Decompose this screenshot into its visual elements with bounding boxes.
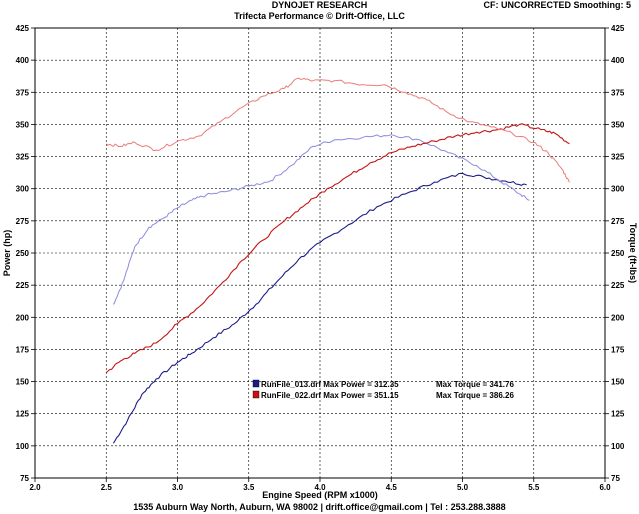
y-tick-label-left: 100 [16,442,30,451]
legend-torque-label: Max Torque = 341.76 [436,380,514,389]
y-tick-label-left: 400 [16,56,30,65]
x-tick-label: 5.5 [528,483,540,492]
y-tick-label-left: 200 [16,313,30,322]
y-tick-label-left: 175 [16,345,30,354]
x-tick-label: 4.5 [386,483,398,492]
y-tick-label-left: 150 [16,378,30,387]
y-tick-label-left: 275 [16,217,30,226]
y-tick-label-right: 275 [611,217,625,226]
correction-factor-label: CF: UNCORRECTED Smoothing: 5 [483,0,632,10]
legend-swatch [252,390,260,399]
x-tick-label: 4.0 [314,483,326,492]
x-tick-label: 2.0 [29,483,41,492]
y-tick-label-right: 150 [611,378,625,387]
y-tick-label-left: 75 [20,474,29,483]
y-tick-label-right: 200 [611,313,625,322]
y-tick-label-right: 375 [611,88,625,97]
y-tick-label-left: 300 [16,185,30,194]
y-tick-label-right: 175 [611,345,625,354]
series-line-run013_power [112,172,527,444]
y-tick-label-left: 350 [16,120,30,129]
series-line-run013_torque [112,134,530,305]
y-tick-label-right: 425 [611,24,625,33]
y-tick-label-right: 75 [611,474,620,483]
x-axis-label: Engine Speed (RPM x1000) [262,490,378,500]
y-tick-label-right: 250 [611,249,625,258]
y-tick-label-left: 325 [16,153,30,162]
series-lines [105,77,570,444]
x-tick-label: 3.0 [172,483,184,492]
y-tick-label-right: 125 [611,410,625,419]
legend: RunFile_013.drf Max Power = 312.35 Max To… [252,379,514,400]
y-tick-label-right: 300 [611,185,625,194]
y-axis-label-left: Power (hp) [2,230,12,277]
y-tick-label-right: 225 [611,281,625,290]
x-tick-label: 2.5 [101,483,113,492]
x-tick-label: 5.0 [457,483,469,492]
footer-contact: 1535 Auburn Way North, Auburn, WA 98002 … [133,502,506,512]
x-tick-label: 6.0 [599,483,611,492]
y-axis-label-right: Torque (ft-lbs) [628,223,638,283]
chart-title: DYNOJET RESEARCH [271,0,368,10]
chart-subtitle: Trifecta Performance © Drift-Office, LLC [234,11,405,21]
legend-torque-label: Max Torque = 386.26 [436,391,514,400]
legend-swatch [252,379,260,388]
y-tick-label-left: 425 [16,24,30,33]
legend-file-label: RunFile_013.drf Max Power = 312.35 [261,380,399,389]
legend-file-label: RunFile_022.drf Max Power = 351.15 [261,391,399,400]
y-tick-label-left: 250 [16,249,30,258]
x-tick-label: 3.5 [243,483,255,492]
y-tick-label-left: 225 [16,281,30,290]
series-line-run022_power [105,123,570,374]
y-tick-label-right: 325 [611,153,625,162]
series-line-run022_torque [105,77,570,183]
y-tick-label-right: 400 [611,56,625,65]
y-tick-label-right: 100 [611,442,625,451]
grid-lines [31,27,609,482]
y-tick-label-left: 125 [16,410,30,419]
y-tick-label-right: 350 [611,120,625,129]
y-tick-label-left: 375 [16,88,30,97]
